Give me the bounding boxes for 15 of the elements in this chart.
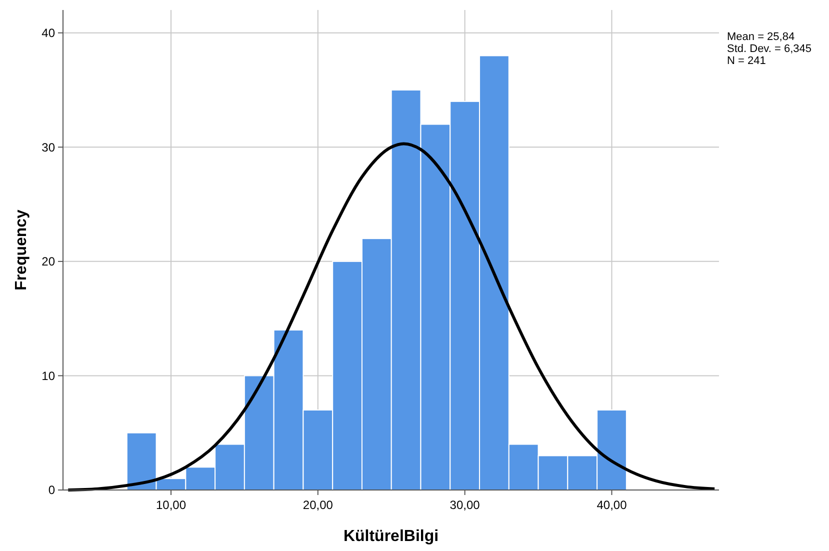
x-tick-label: 10,00 <box>156 498 186 512</box>
text: Std. Dev. = 6,345 <box>727 43 812 55</box>
x-tick-label: 30,00 <box>450 498 480 512</box>
x-axis-title: KültürelBilgi <box>343 528 439 545</box>
y-tick-label: 10 <box>42 368 56 383</box>
y-tick-label: 20 <box>42 254 56 269</box>
text: N = 241 <box>727 55 766 67</box>
y-tick-label: 0 <box>48 483 56 498</box>
y-tick-label: 40 <box>42 26 56 40</box>
x-tick-label: 20,00 <box>302 498 334 512</box>
x-tick-label: 40,00 <box>596 498 628 512</box>
y-axis-title: Frequency <box>13 209 30 290</box>
text: Mean = 25,84 <box>727 31 795 43</box>
y-tick-label: 30 <box>42 140 56 154</box>
line-series <box>66 142 716 492</box>
